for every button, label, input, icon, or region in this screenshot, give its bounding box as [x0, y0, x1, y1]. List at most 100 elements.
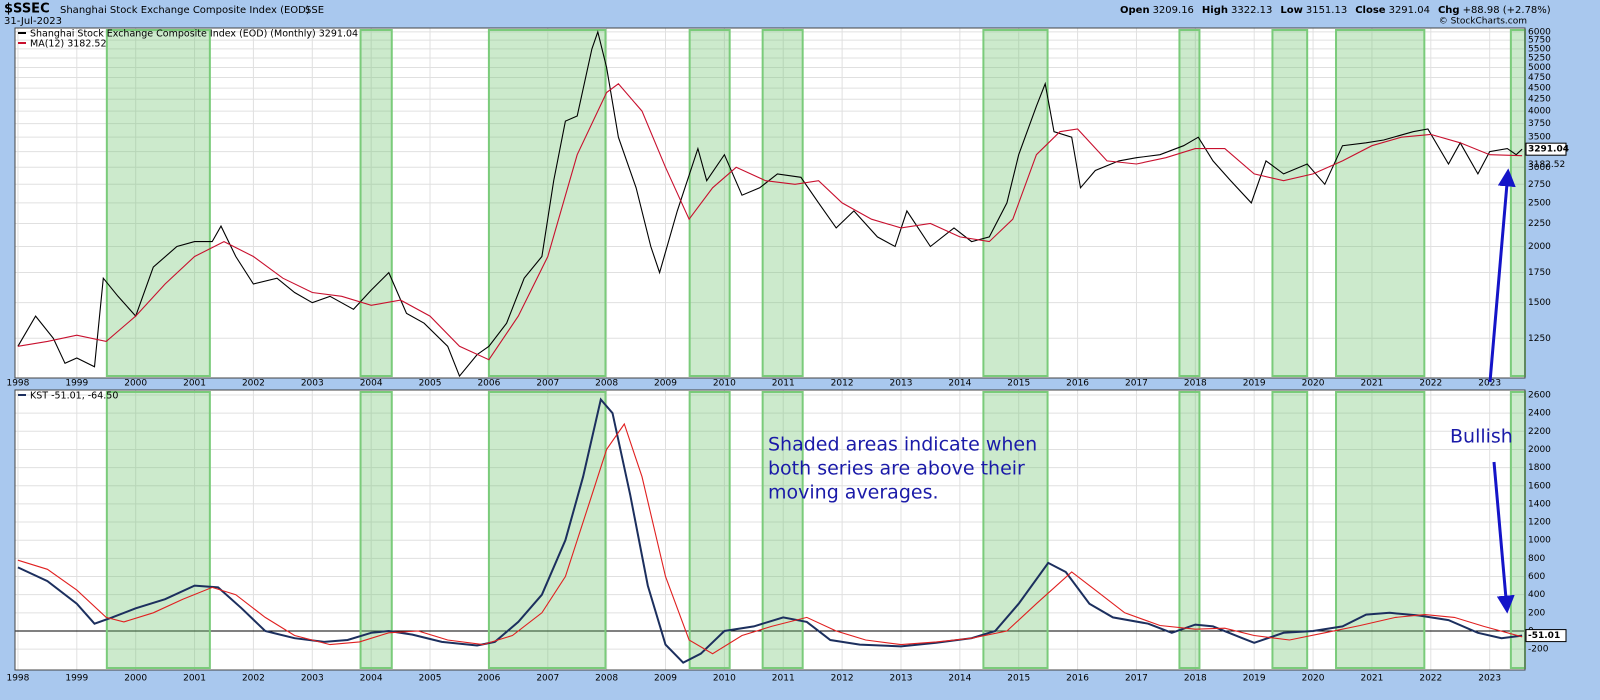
y-tick-label: 5000 — [1528, 63, 1551, 73]
price-line — [17, 83, 1523, 361]
legend-label: Shanghai Stock Exchange Composite Index … — [30, 29, 358, 40]
shaded-period — [688, 391, 731, 669]
shaded-period — [982, 391, 1049, 669]
x-tick-label: 2015 — [1007, 674, 1030, 684]
x-tick-label: 2020 — [1302, 379, 1325, 389]
shaded-period — [1271, 391, 1309, 669]
y-tick-label: 2750 — [1528, 180, 1551, 190]
y-tick-label: 4250 — [1528, 95, 1551, 105]
legend-label: KST -51.01, -64.50 — [30, 391, 118, 402]
y-tick-label: 200 — [1528, 608, 1545, 618]
shaded-period — [359, 391, 393, 669]
quote-value: +88.98 (+2.78%) — [1463, 5, 1551, 16]
x-tick-label: 2013 — [890, 379, 913, 389]
y-tick-label: 2200 — [1528, 427, 1551, 437]
y-tick-label: 6000 — [1528, 27, 1551, 37]
x-tick-label: 2002 — [242, 379, 265, 389]
copyright: © StockCharts.com — [1439, 17, 1527, 27]
shaded-period — [982, 29, 1049, 377]
x-tick-label: 2019 — [1243, 379, 1266, 389]
x-tick-label: 2000 — [124, 674, 147, 684]
shaded-period — [359, 29, 393, 377]
x-tick-label: 1999 — [65, 674, 88, 684]
quote-label: Open — [1120, 5, 1150, 16]
x-tick-label: 2017 — [1125, 674, 1148, 684]
y-tick-label: 800 — [1528, 554, 1545, 564]
x-tick-label: 2018 — [1184, 379, 1207, 389]
price-line — [17, 397, 1523, 664]
y-tick-label: 1600 — [1528, 481, 1551, 491]
annotation: moving averages. — [768, 482, 939, 504]
x-tick-label: 2007 — [536, 674, 559, 684]
shaded-period — [688, 29, 731, 377]
annotation: both series are above their — [768, 458, 1025, 480]
shaded-period — [105, 391, 211, 669]
quote-label: Close — [1355, 5, 1386, 16]
x-tick-label: 2021 — [1360, 674, 1383, 684]
x-tick-label: 2006 — [477, 379, 500, 389]
x-tick-label: 2011 — [772, 379, 795, 389]
x-tick-label: 2022 — [1419, 674, 1442, 684]
y-tick-label: 4000 — [1528, 107, 1551, 117]
quote-label: Low — [1280, 5, 1302, 16]
y-tick-label: 1250 — [1528, 334, 1551, 344]
shaded-period — [1509, 29, 1526, 377]
x-tick-label: 2005 — [419, 379, 442, 389]
last-value-label: -51.01 — [1528, 631, 1560, 641]
last-value-box — [1525, 629, 1567, 643]
quote-text: Open 3209.16 High 3322.13 Low 3151.13 Close 329… — [1120, 5, 1551, 16]
x-tick-label: 2005 — [419, 674, 442, 684]
shaded-period — [1335, 29, 1426, 377]
annotation: Shaded areas indicate when — [768, 434, 1037, 456]
x-tick-label: 2004 — [360, 379, 383, 389]
x-tick-label: 2021 — [1360, 379, 1383, 389]
x-tick-label: 2001 — [183, 674, 206, 684]
y-tick-label: 1200 — [1528, 518, 1551, 528]
y-tick-label: 400 — [1528, 590, 1545, 600]
x-tick-label: 2023 — [1478, 674, 1501, 684]
panels: 1250150017502000225025002750300032503500… — [6, 27, 1569, 683]
x-tick-label: 2011 — [772, 674, 795, 684]
x-tick-label: 2003 — [301, 674, 324, 684]
x-tick-label: 2009 — [654, 674, 677, 684]
security-name: Shanghai Stock Exchange Composite Index … — [60, 5, 310, 16]
y-tick-label: 2400 — [1528, 409, 1551, 419]
x-tick-label: 2016 — [1066, 674, 1089, 684]
y-tick-label: 1000 — [1528, 536, 1551, 546]
x-tick-label: 2020 — [1302, 674, 1325, 684]
quote-label: Chg — [1438, 5, 1460, 16]
quote-value: 3291.04 — [1389, 5, 1430, 16]
x-tick-label: 2007 — [536, 379, 559, 389]
x-tick-label: 2002 — [242, 674, 265, 684]
y-tick-label: 5250 — [1528, 53, 1551, 63]
x-tick-label: 2019 — [1243, 674, 1266, 684]
y-tick-label: 3750 — [1528, 119, 1551, 129]
y-tick-label: 2250 — [1528, 219, 1551, 229]
y-tick-label: 2000 — [1528, 242, 1551, 252]
quote: Open 3209.16 High 3322.13 Low 3151.13 Close 329… — [1120, 5, 1551, 16]
y-tick-label: 1400 — [1528, 499, 1551, 509]
plot-frame — [14, 27, 1526, 379]
x-tick-label: 2012 — [831, 379, 854, 389]
y-tick-label: 4750 — [1528, 73, 1551, 83]
shaded-period — [105, 29, 211, 377]
x-tick-label: 2003 — [301, 379, 324, 389]
plot-frame — [14, 389, 1526, 671]
x-tick-label: 2006 — [477, 674, 500, 684]
x-tick-label: 1998 — [6, 674, 29, 684]
shaded-period — [1335, 391, 1426, 669]
y-tick-label: 5750 — [1528, 36, 1551, 46]
quote-value: 3209.16 — [1153, 5, 1194, 16]
y-tick-label: 600 — [1528, 572, 1545, 582]
shaded-period — [1509, 391, 1526, 669]
y-tick-label: 1750 — [1528, 268, 1551, 278]
shaded-period — [1271, 29, 1309, 377]
x-tick-label: 2008 — [595, 674, 618, 684]
legend-label: MA(12) 3182.52 — [30, 39, 107, 50]
signal-label: Bullish — [1450, 426, 1513, 448]
last-value-label: 3291.04 — [1528, 145, 1569, 155]
x-tick-label: 2018 — [1184, 674, 1207, 684]
shaded-period — [487, 391, 607, 669]
quote-value: 3151.13 — [1306, 5, 1347, 16]
